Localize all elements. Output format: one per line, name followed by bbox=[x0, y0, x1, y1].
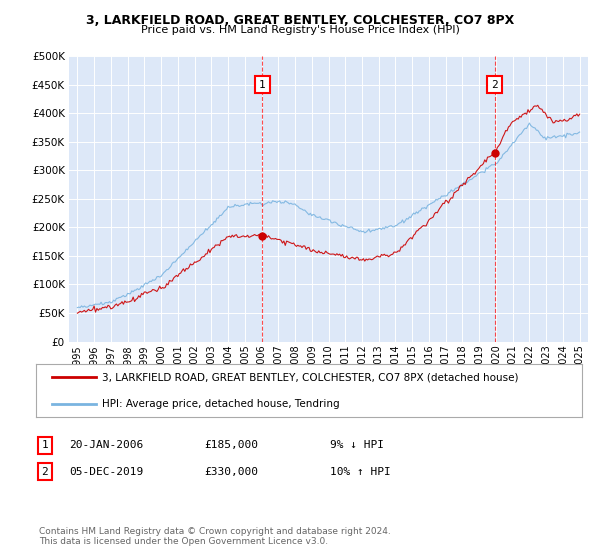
Text: 1: 1 bbox=[259, 80, 266, 90]
Text: 05-DEC-2019: 05-DEC-2019 bbox=[69, 466, 143, 477]
Text: HPI: Average price, detached house, Tendring: HPI: Average price, detached house, Tend… bbox=[101, 399, 339, 409]
Text: 9% ↓ HPI: 9% ↓ HPI bbox=[330, 440, 384, 450]
Text: 20-JAN-2006: 20-JAN-2006 bbox=[69, 440, 143, 450]
Text: 10% ↑ HPI: 10% ↑ HPI bbox=[330, 466, 391, 477]
Text: Contains HM Land Registry data © Crown copyright and database right 2024.
This d: Contains HM Land Registry data © Crown c… bbox=[39, 526, 391, 546]
Text: 3, LARKFIELD ROAD, GREAT BENTLEY, COLCHESTER, CO7 8PX: 3, LARKFIELD ROAD, GREAT BENTLEY, COLCHE… bbox=[86, 14, 514, 27]
Text: Price paid vs. HM Land Registry's House Price Index (HPI): Price paid vs. HM Land Registry's House … bbox=[140, 25, 460, 35]
Text: £330,000: £330,000 bbox=[204, 466, 258, 477]
Text: 3, LARKFIELD ROAD, GREAT BENTLEY, COLCHESTER, CO7 8PX (detached house): 3, LARKFIELD ROAD, GREAT BENTLEY, COLCHE… bbox=[101, 372, 518, 382]
Text: 1: 1 bbox=[41, 440, 49, 450]
Text: 2: 2 bbox=[41, 466, 49, 477]
Text: £185,000: £185,000 bbox=[204, 440, 258, 450]
Text: 2: 2 bbox=[491, 80, 498, 90]
